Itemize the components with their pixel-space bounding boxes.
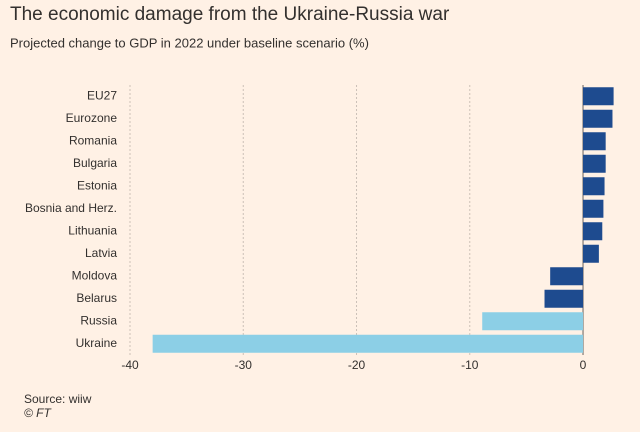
bar (583, 199, 604, 218)
y-tick-label: Lithuania (68, 223, 117, 237)
credit: © FT (24, 406, 53, 420)
y-tick-label: Eurozone (66, 111, 118, 125)
bar (583, 154, 606, 173)
y-tick-label: Russia (80, 313, 117, 327)
x-tick-label: -40 (121, 358, 139, 372)
bar (583, 109, 613, 128)
y-tick-label: Bosnia and Herz. (25, 201, 117, 215)
source: Source: wiiw (24, 392, 92, 406)
x-tick-label: -30 (235, 358, 253, 372)
bar (583, 132, 606, 151)
bar (544, 289, 584, 308)
chart-title: The economic damage from the Ukraine-Rus… (10, 4, 450, 25)
x-tick-label: -20 (348, 358, 366, 372)
y-tick-label: Moldova (72, 268, 118, 282)
y-tick-label: Romania (69, 133, 117, 147)
y-tick-label: Bulgaria (73, 156, 117, 170)
x-tick-label: 0 (580, 358, 587, 372)
bar (583, 177, 605, 196)
chart-subtitle: Projected change to GDP in 2022 under ba… (10, 35, 369, 50)
y-tick-label: EU27 (87, 88, 117, 102)
bar (583, 244, 599, 263)
bar (583, 222, 603, 241)
bar (583, 87, 614, 106)
y-tick-label: Belarus (76, 291, 117, 305)
y-tick-label: Estonia (77, 178, 117, 192)
y-tick-label: Ukraine (76, 336, 118, 350)
bar (550, 267, 584, 286)
x-tick-label: -10 (461, 358, 479, 372)
y-tick-label: Latvia (85, 246, 117, 260)
bar (152, 334, 584, 353)
bar (482, 312, 584, 331)
